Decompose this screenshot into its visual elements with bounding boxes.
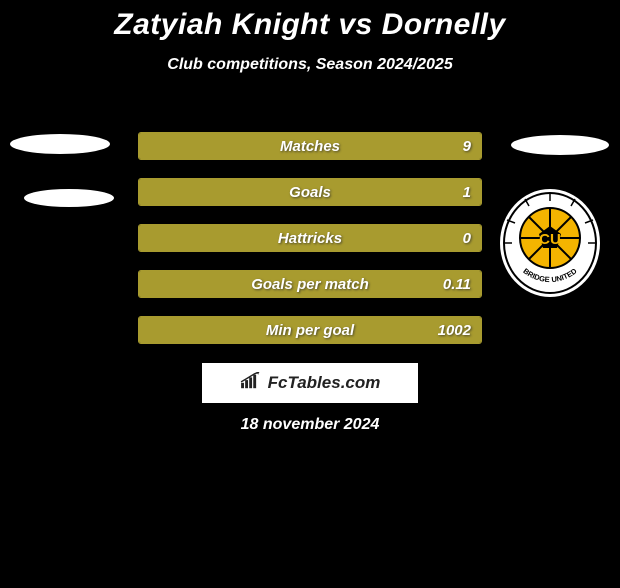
stat-label: Matches — [139, 133, 481, 159]
player-right-club-badge: CU BRIDGE UNITED — [499, 188, 601, 298]
stat-value-right: 1002 — [438, 317, 471, 343]
subtitle: Club competitions, Season 2024/2025 — [0, 56, 620, 74]
stat-label: Min per goal — [139, 317, 481, 343]
stat-value-right: 9 — [463, 133, 471, 159]
club-badge-initials: CU — [539, 231, 561, 248]
stat-label: Hattricks — [139, 225, 481, 251]
stat-value-right: 0 — [463, 225, 471, 251]
stat-row: Goals1 — [138, 178, 482, 206]
bar-chart-icon — [240, 372, 262, 395]
stat-row: Matches9 — [138, 132, 482, 160]
brand-name: FcTables.com — [268, 373, 381, 393]
date-text: 18 november 2024 — [0, 416, 620, 434]
player-left-avatar-placeholder-2 — [24, 189, 114, 207]
player-left-avatar-placeholder-1 — [10, 134, 110, 154]
stats-bars: Matches9Goals1Hattricks0Goals per match0… — [138, 132, 482, 362]
page-title: Zatyiah Knight vs Dornelly — [0, 8, 620, 42]
stat-row: Min per goal1002 — [138, 316, 482, 344]
stat-row: Hattricks0 — [138, 224, 482, 252]
stat-label: Goals per match — [139, 271, 481, 297]
player-right-avatar-placeholder — [511, 135, 609, 155]
stat-value-right: 1 — [463, 179, 471, 205]
stat-row: Goals per match0.11 — [138, 270, 482, 298]
stat-label: Goals — [139, 179, 481, 205]
brand-box: FcTables.com — [202, 363, 418, 403]
stat-value-right: 0.11 — [443, 271, 471, 297]
